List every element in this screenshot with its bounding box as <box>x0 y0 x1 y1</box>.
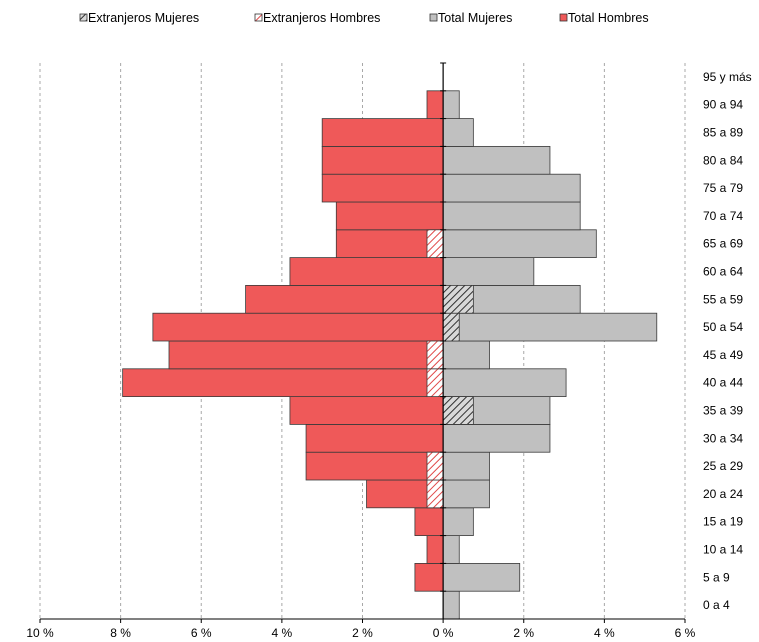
y-category-label: 95 y más <box>703 70 752 84</box>
bar-extranjeros-hombres-20-a-24 <box>426 479 444 509</box>
bars <box>122 90 658 620</box>
bar-total-mujeres-40-a-44 <box>442 368 567 397</box>
bar-total-hombres-60-a-64 <box>289 257 444 286</box>
legend-swatch <box>429 13 438 22</box>
bar-extranjeros-mujeres-50-a-54 <box>442 312 460 342</box>
bar-total-mujeres-65-a-69 <box>442 229 597 259</box>
bar-total-mujeres-75-a-79 <box>442 173 581 203</box>
bar-total-mujeres-70-a-74 <box>442 201 581 231</box>
y-category-label: 75 a 79 <box>703 181 743 195</box>
legend-item-total-mujeres: Total Mujeres <box>429 11 512 25</box>
bar-total-mujeres-85-a-89 <box>442 118 474 147</box>
bar-extranjeros-hombres-25-a-29 <box>426 451 444 481</box>
legend-swatch <box>254 13 263 22</box>
bar-total-mujeres-80-a-84 <box>442 145 551 175</box>
y-category-label: 70 a 74 <box>703 209 743 223</box>
legend-label: Total Hombres <box>568 11 649 25</box>
bar-total-hombres-30-a-34 <box>305 423 444 453</box>
bar-total-mujeres-25-a-29 <box>442 451 490 481</box>
bar-total-hombres-50-a-54 <box>152 312 444 342</box>
bar-total-hombres-40-a-44 <box>122 368 444 397</box>
y-category-label: 45 a 49 <box>703 348 743 362</box>
bar-total-mujeres-0-a-4 <box>442 590 460 620</box>
y-category-label: 55 a 59 <box>703 292 743 306</box>
y-category-label: 30 a 34 <box>703 431 743 445</box>
bar-total-hombres-25-a-29 <box>305 451 444 481</box>
x-tick-label: 4 % <box>594 626 615 640</box>
bar-extranjeros-mujeres-35-a-39 <box>442 396 474 425</box>
bar-total-mujeres-60-a-64 <box>442 257 535 286</box>
bar-total-hombres-70-a-74 <box>335 201 444 231</box>
bar-total-mujeres-45-a-49 <box>442 340 490 370</box>
x-tick-label: 8 % <box>110 626 131 640</box>
bar-extranjeros-hombres-40-a-44 <box>426 368 444 397</box>
legend: Extranjeros Mujeres Extranjeros Hombres To… <box>79 11 649 25</box>
bar-total-hombres-15-a-19 <box>414 507 444 536</box>
bar-total-mujeres-20-a-24 <box>442 479 490 509</box>
bar-total-mujeres-30-a-34 <box>442 423 551 453</box>
legend-item-extranjeros-hombres: Extranjeros Hombres <box>254 11 380 25</box>
y-category-label: 20 a 24 <box>703 487 743 501</box>
bar-total-hombres-55-a-59 <box>245 284 444 314</box>
bar-extranjeros-hombres-45-a-49 <box>426 340 444 370</box>
y-category-label: 65 a 69 <box>703 237 743 251</box>
y-category-label: 40 a 44 <box>703 376 743 390</box>
x-tick-label: 4 % <box>272 626 293 640</box>
x-axis-tick-labels: 10 % 8 % 6 % 4 % 2 % 0 % 2 % 4 % 6 % <box>26 626 695 640</box>
bar-total-hombres-35-a-39 <box>289 396 444 425</box>
y-category-label: 15 a 19 <box>703 515 743 529</box>
bar-total-hombres-45-a-49 <box>168 340 444 370</box>
y-category-label: 90 a 94 <box>703 98 743 112</box>
bar-total-hombres-90-a-94 <box>426 90 444 120</box>
y-category-label: 50 a 54 <box>703 320 743 334</box>
y-category-label: 80 a 84 <box>703 153 743 167</box>
x-tick-label: 10 % <box>26 626 54 640</box>
legend-label: Extranjeros Hombres <box>263 11 380 25</box>
legend-label: Total Mujeres <box>438 11 512 25</box>
x-tick-label: 2 % <box>513 626 534 640</box>
y-category-label: 25 a 29 <box>703 459 743 473</box>
y-category-label: 0 a 4 <box>703 598 730 612</box>
y-category-label: 85 a 89 <box>703 126 743 140</box>
bar-extranjeros-mujeres-55-a-59 <box>442 284 474 314</box>
bar-total-hombres-85-a-89 <box>321 118 444 147</box>
bar-total-hombres-80-a-84 <box>321 145 444 175</box>
y-category-label: 60 a 64 <box>703 265 743 279</box>
legend-swatch <box>79 13 88 22</box>
legend-item-total-hombres: Total Hombres <box>559 11 649 25</box>
x-tick-label: 6 % <box>191 626 212 640</box>
bar-total-hombres-65-a-69 <box>335 229 444 259</box>
bar-total-hombres-5-a-9 <box>414 563 444 592</box>
legend-swatch <box>559 13 568 22</box>
y-category-label: 5 a 9 <box>703 570 730 584</box>
bar-extranjeros-hombres-65-a-69 <box>426 229 444 259</box>
axes <box>39 62 686 623</box>
bar-total-hombres-10-a-14 <box>426 535 444 564</box>
bar-total-mujeres-15-a-19 <box>442 507 474 536</box>
x-tick-label: 2 % <box>352 626 373 640</box>
x-tick-label: 0 % <box>433 626 454 640</box>
bar-total-hombres-75-a-79 <box>321 173 444 203</box>
legend-label: Extranjeros Mujeres <box>88 11 199 25</box>
bar-total-mujeres-90-a-94 <box>442 90 460 120</box>
y-axis-tick-labels: 0 a 4 5 a 9 10 a 14 15 a 19 20 a 24 25 a 29 30… <box>703 70 752 612</box>
x-tick-label: 6 % <box>675 626 696 640</box>
bar-total-mujeres-5-a-9 <box>442 563 521 592</box>
y-category-label: 35 a 39 <box>703 404 743 418</box>
bar-total-mujeres-10-a-14 <box>442 535 460 564</box>
bar-total-mujeres-50-a-54 <box>442 312 658 342</box>
legend-item-extranjeros-mujeres: Extranjeros Mujeres <box>79 11 199 25</box>
y-category-label: 10 a 14 <box>703 543 743 557</box>
